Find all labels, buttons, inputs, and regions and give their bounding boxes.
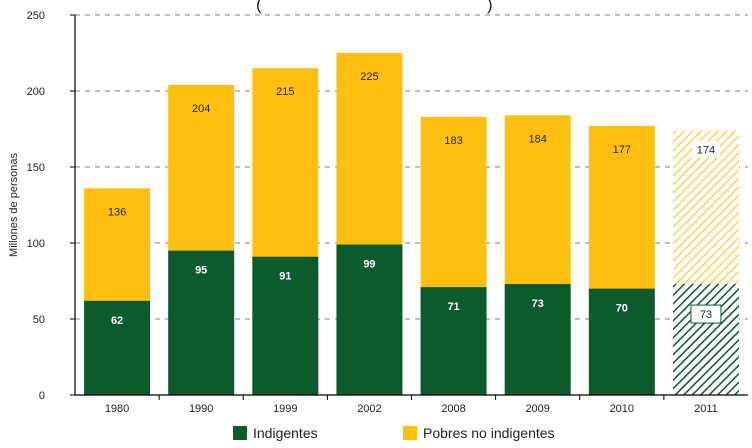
x-tick-label: 1999 — [273, 403, 297, 415]
bar-pobres-no-indigentes — [84, 188, 151, 301]
x-tick-label: 1990 — [189, 403, 213, 415]
legend-swatch-pobres-no-indigentes — [403, 426, 417, 440]
bar-pobres-no-indigentes — [336, 53, 403, 245]
data-label-box-indigentes — [690, 304, 722, 324]
chart-title-fragment-right: ) — [487, 0, 493, 14]
axes: 0 50 100 150 200 250 1980 1990 1999 2002 2008 2009 2… — [27, 10, 748, 415]
bar-indigentes — [336, 244, 403, 395]
chart-title-fragment-left: ( — [256, 0, 262, 14]
data-label-indigentes: 99 — [363, 259, 375, 271]
bar-indigentes — [168, 250, 235, 395]
data-label-pobres-no-indigentes: 136 — [108, 206, 126, 218]
legend-item-indigentes: Indigentes — [233, 425, 318, 441]
legend: Indigentes Pobres no indigentes — [0, 425, 752, 443]
data-label-pobres-no-indigentes: 174 — [697, 145, 715, 157]
bar-indigentes — [420, 287, 487, 395]
data-label-indigentes: 62 — [111, 315, 123, 327]
data-label-indigentes: 73 — [532, 298, 544, 310]
data-label-indigentes: 71 — [447, 301, 459, 313]
legend-label-pobres-no-indigentes: Pobres no indigentes — [423, 425, 555, 441]
x-tick-label: 2009 — [525, 403, 549, 415]
legend-item-pobres-no-indigentes: Pobres no indigentes — [403, 425, 555, 441]
y-tick-label: 250 — [27, 10, 45, 22]
bar-indigentes — [252, 256, 319, 395]
bar-pobres-no-indigentes — [504, 115, 571, 285]
data-label-box-pobres — [691, 141, 720, 158]
bar-indigentes — [588, 288, 655, 395]
data-label-pobres-no-indigentes: 204 — [192, 103, 210, 115]
x-tick-label: 2011 — [694, 403, 718, 415]
bar-pobres-no-indigentes — [588, 125, 655, 289]
bar-indigentes — [672, 284, 739, 395]
bar-indigentes — [84, 300, 151, 395]
bar-pobres-no-indigentes — [252, 68, 319, 257]
data-label-indigentes: 70 — [616, 303, 628, 315]
x-tick-label: 1980 — [105, 403, 129, 415]
data-label-pobres-no-indigentes: 215 — [276, 86, 294, 98]
y-tick-label: 100 — [27, 238, 45, 250]
legend-swatch-indigentes — [233, 426, 247, 440]
bar-pobres-no-indigentes — [420, 116, 487, 288]
data-label-indigentes: 73 — [700, 309, 712, 321]
data-label-pobres-no-indigentes: 177 — [613, 144, 631, 156]
data-label-pobres-no-indigentes: 183 — [444, 135, 462, 147]
bar-indigentes — [504, 284, 571, 395]
y-axis-label: Millones de personas — [8, 153, 20, 257]
y-tick-label: 150 — [27, 162, 45, 174]
data-label-pobres-no-indigentes: 225 — [360, 71, 378, 83]
bar-pobres-no-indigentes — [168, 84, 235, 251]
legend-label-indigentes: Indigentes — [253, 425, 318, 441]
data-label-pobres-no-indigentes: 184 — [529, 133, 547, 145]
x-tick-label: 2010 — [610, 403, 634, 415]
data-label-indigentes: 95 — [195, 265, 207, 277]
y-tick-label: 50 — [33, 314, 45, 326]
bars: 136 62 204 95 215 91 225 99 183 71 184 73 177 70 174 73 — [84, 53, 739, 395]
x-tick-label: 2002 — [357, 403, 381, 415]
data-label-indigentes: 91 — [279, 271, 291, 283]
y-tick-label: 0 — [39, 390, 45, 402]
y-tick-label: 200 — [27, 86, 45, 98]
x-tick-label: 2008 — [441, 403, 465, 415]
